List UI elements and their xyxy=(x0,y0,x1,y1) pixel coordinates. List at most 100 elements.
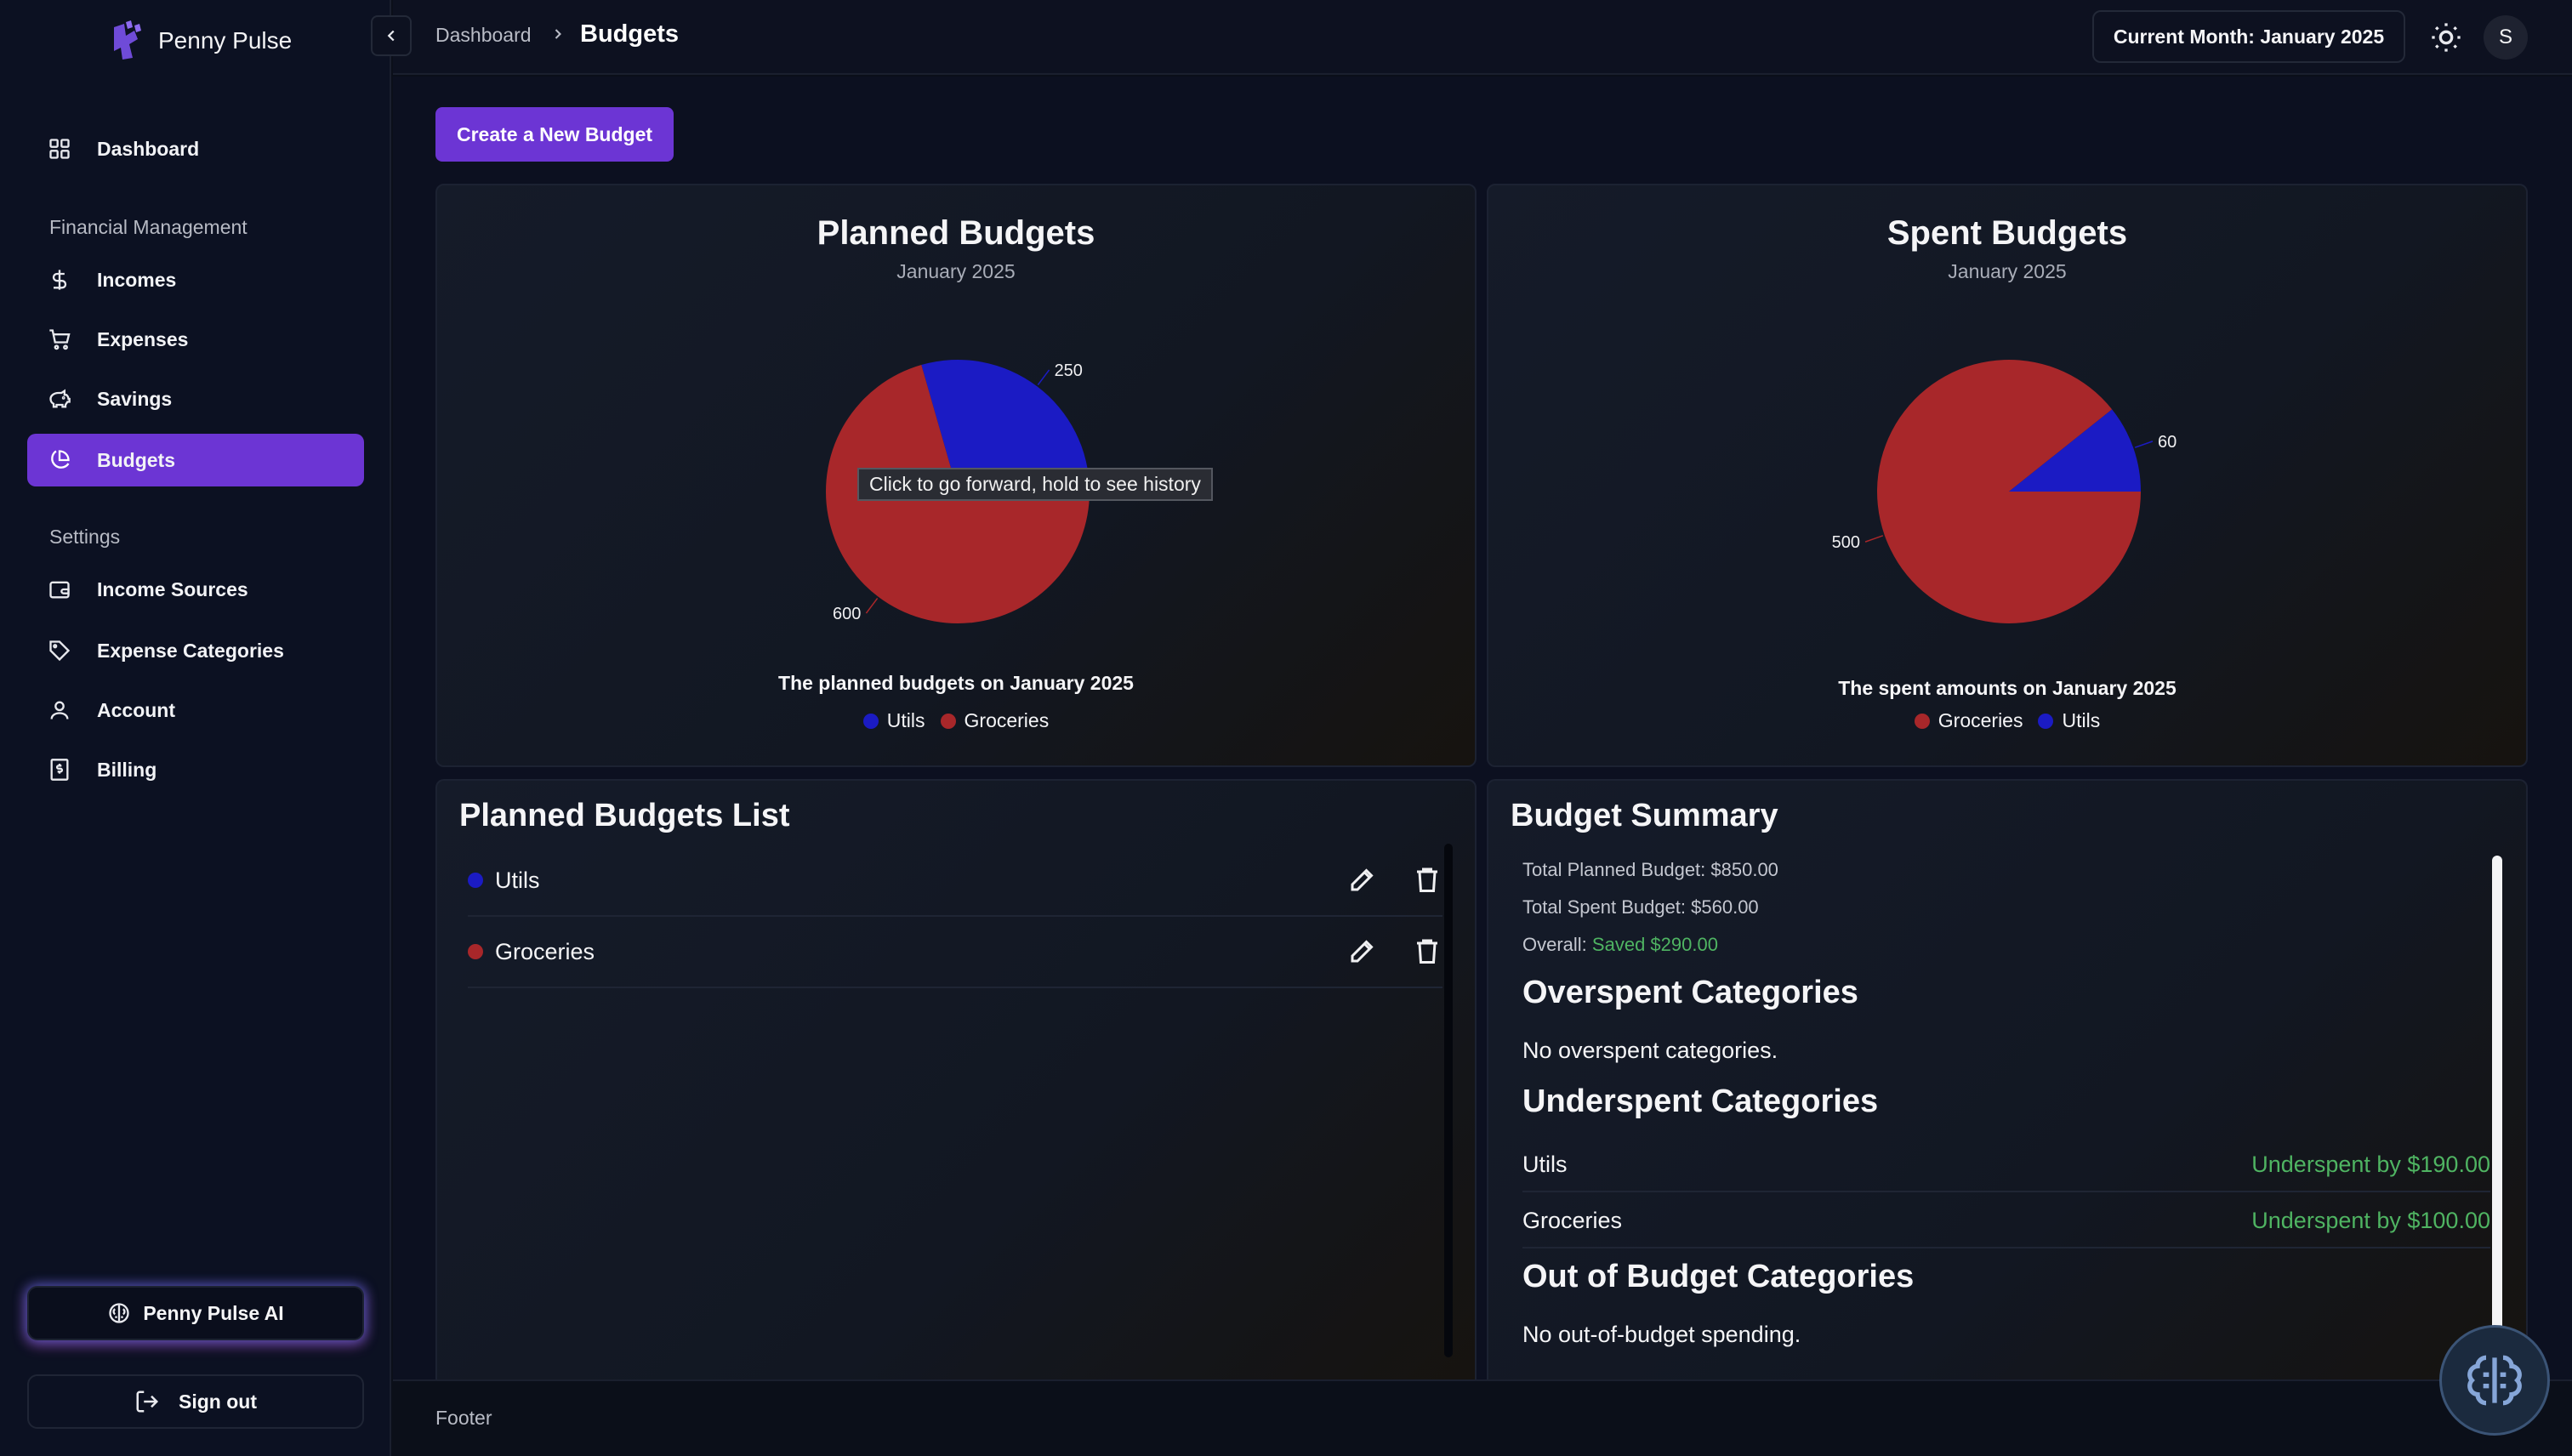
sidebar-item-label: Expenses xyxy=(97,327,189,350)
create-budget-button[interactable]: Create a New Budget xyxy=(435,107,674,162)
sign-out-label: Sign out xyxy=(179,1390,257,1413)
list-item-label: Groceries xyxy=(495,938,595,964)
legend-item[interactable]: Utils xyxy=(2038,709,2100,732)
user-icon xyxy=(50,701,69,719)
row-actions xyxy=(1347,864,1442,895)
row-actions xyxy=(1347,936,1442,966)
create-budget-label: Create a New Budget xyxy=(456,122,653,145)
sidebar-item-income-sources[interactable]: Income Sources xyxy=(27,563,364,616)
avatar[interactable]: S xyxy=(2484,15,2528,60)
spent-budgets-card: Spent Budgets January 2025 500 60 The spe… xyxy=(1487,184,2528,767)
sidebar-item-expenses[interactable]: Expenses xyxy=(27,313,364,366)
sidebar-item-label: Income Sources xyxy=(97,577,248,600)
footer-text: Footer xyxy=(435,1407,492,1429)
overspent-heading: Overspent Categories xyxy=(1522,975,1858,1010)
pie-chart-icon xyxy=(51,450,70,469)
planned-chart-title: Planned Budgets xyxy=(817,214,1095,252)
sidebar-item-account[interactable]: Account xyxy=(27,684,364,737)
dollar-icon xyxy=(52,270,67,290)
pie-data-label: 60 xyxy=(2158,433,2177,452)
sidebar-item-budgets[interactable]: Budgets xyxy=(27,434,364,486)
sidebar-item-expense-categories[interactable]: Expense Categories xyxy=(27,624,364,677)
sidebar: Penny Pulse Dashboard Financial Manageme… xyxy=(0,0,391,1456)
grid-icon xyxy=(49,139,70,159)
receipt-icon xyxy=(50,759,69,781)
sidebar-item-incomes[interactable]: Incomes xyxy=(27,253,364,306)
penny-pulse-ai-button[interactable]: Penny Pulse AI xyxy=(27,1286,364,1340)
edit-pencil-icon[interactable] xyxy=(1347,936,1378,966)
planned-chart-subtitle: January 2025 xyxy=(896,260,1016,282)
footer xyxy=(393,1379,2572,1456)
sidebar-item-label: Dashboard xyxy=(97,137,200,160)
sidebar-item-dashboard[interactable]: Dashboard xyxy=(27,122,364,175)
brand-name: Penny Pulse xyxy=(158,27,293,54)
planned-chart-caption: The planned budgets on January 2025 xyxy=(778,672,1134,694)
legend-label: Utils xyxy=(2062,709,2101,731)
nav-group-financial: Financial Management xyxy=(49,216,248,238)
current-month-label: Current Month: January 2025 xyxy=(2113,25,2385,48)
avatar-initial: S xyxy=(2498,26,2512,48)
ai-assistant-button[interactable] xyxy=(2439,1325,2550,1436)
total-planned: Total Planned Budget: $850.00 xyxy=(1522,859,1778,880)
brain-icon xyxy=(109,1303,130,1323)
trash-icon[interactable] xyxy=(1412,864,1442,895)
sun-icon[interactable] xyxy=(2429,20,2463,54)
underspent-heading: Underspent Categories xyxy=(1522,1083,1879,1119)
spent-chart-legend: Groceries Utils xyxy=(1488,709,2526,732)
underspent-amount: Underspent by $190.00 xyxy=(2251,1151,2490,1177)
chevron-left-icon xyxy=(387,30,395,42)
brain-icon xyxy=(2467,1355,2522,1406)
out-of-budget-heading: Out of Budget Categories xyxy=(1522,1259,1915,1294)
sidebar-item-savings[interactable]: Savings xyxy=(27,373,364,425)
underspent-row: Groceries Underspent by $100.00 xyxy=(1522,1194,2490,1248)
pie-slice-utils[interactable] xyxy=(921,360,1090,492)
legend-label: Groceries xyxy=(1938,709,2023,731)
category-color-dot xyxy=(468,873,483,888)
planned-budgets-list-card: Planned Budgets List Utils Groceries xyxy=(435,779,1477,1391)
brand[interactable]: Penny Pulse xyxy=(109,19,292,63)
category-color-dot xyxy=(468,944,483,959)
underspent-row: Utils Underspent by $190.00 xyxy=(1522,1138,2490,1192)
legend-item[interactable]: Groceries xyxy=(1914,709,2023,732)
sidebar-item-label: Savings xyxy=(97,387,173,410)
cart-icon xyxy=(49,329,71,350)
legend-dot xyxy=(1914,713,1930,729)
summary-scrollbar[interactable] xyxy=(2492,856,2502,1357)
pie-slice-utils[interactable] xyxy=(2009,409,2141,492)
breadcrumb-dashboard[interactable]: Dashboard xyxy=(435,24,532,46)
list-item: Utils xyxy=(468,845,1442,917)
sidebar-item-billing[interactable]: Billing xyxy=(27,743,364,796)
trash-icon[interactable] xyxy=(1412,936,1442,966)
legend-item[interactable]: Utils xyxy=(862,709,925,732)
planned-list-title: Planned Budgets List xyxy=(459,798,790,833)
sign-out-button[interactable]: Sign out xyxy=(27,1374,364,1429)
ai-button-label: Penny Pulse AI xyxy=(143,1301,284,1324)
spent-chart-subtitle: January 2025 xyxy=(1948,260,2067,282)
legend-item[interactable]: Groceries xyxy=(940,709,1049,732)
wallet-icon xyxy=(49,581,70,599)
sidebar-item-label: Expense Categories xyxy=(97,639,284,662)
list-scrollbar[interactable] xyxy=(1444,844,1453,1357)
pie-label-leader xyxy=(2134,441,2154,448)
logout-icon xyxy=(136,1391,159,1413)
pie-label-leader xyxy=(1037,369,1050,385)
overspent-text: No overspent categories. xyxy=(1522,1038,1778,1063)
underspent-category: Utils xyxy=(1522,1151,1568,1177)
current-month-button[interactable]: Current Month: January 2025 xyxy=(2092,10,2405,63)
spent-chart-caption: The spent amounts on January 2025 xyxy=(1838,677,2177,699)
spent-pie-chart[interactable]: 500 60 xyxy=(1796,296,2222,687)
spent-chart-title: Spent Budgets xyxy=(1886,214,2128,252)
sidebar-item-label: Account xyxy=(97,698,175,721)
budget-summary-card: Budget Summary Total Planned Budget: $85… xyxy=(1487,779,2528,1391)
nav-group-settings: Settings xyxy=(49,526,121,548)
legend-dot xyxy=(940,713,956,729)
list-item: Groceries xyxy=(468,917,1442,988)
edit-pencil-icon[interactable] xyxy=(1347,864,1378,895)
chevron-right-icon xyxy=(555,29,561,39)
legend-dot xyxy=(2038,713,2054,729)
sidebar-item-label: Incomes xyxy=(97,268,177,291)
collapse-sidebar-button[interactable] xyxy=(371,15,412,56)
planned-chart-legend: Utils Groceries xyxy=(437,709,1475,732)
sidebar-item-label: Billing xyxy=(97,758,157,781)
overall-label: Overall: xyxy=(1522,934,1587,955)
